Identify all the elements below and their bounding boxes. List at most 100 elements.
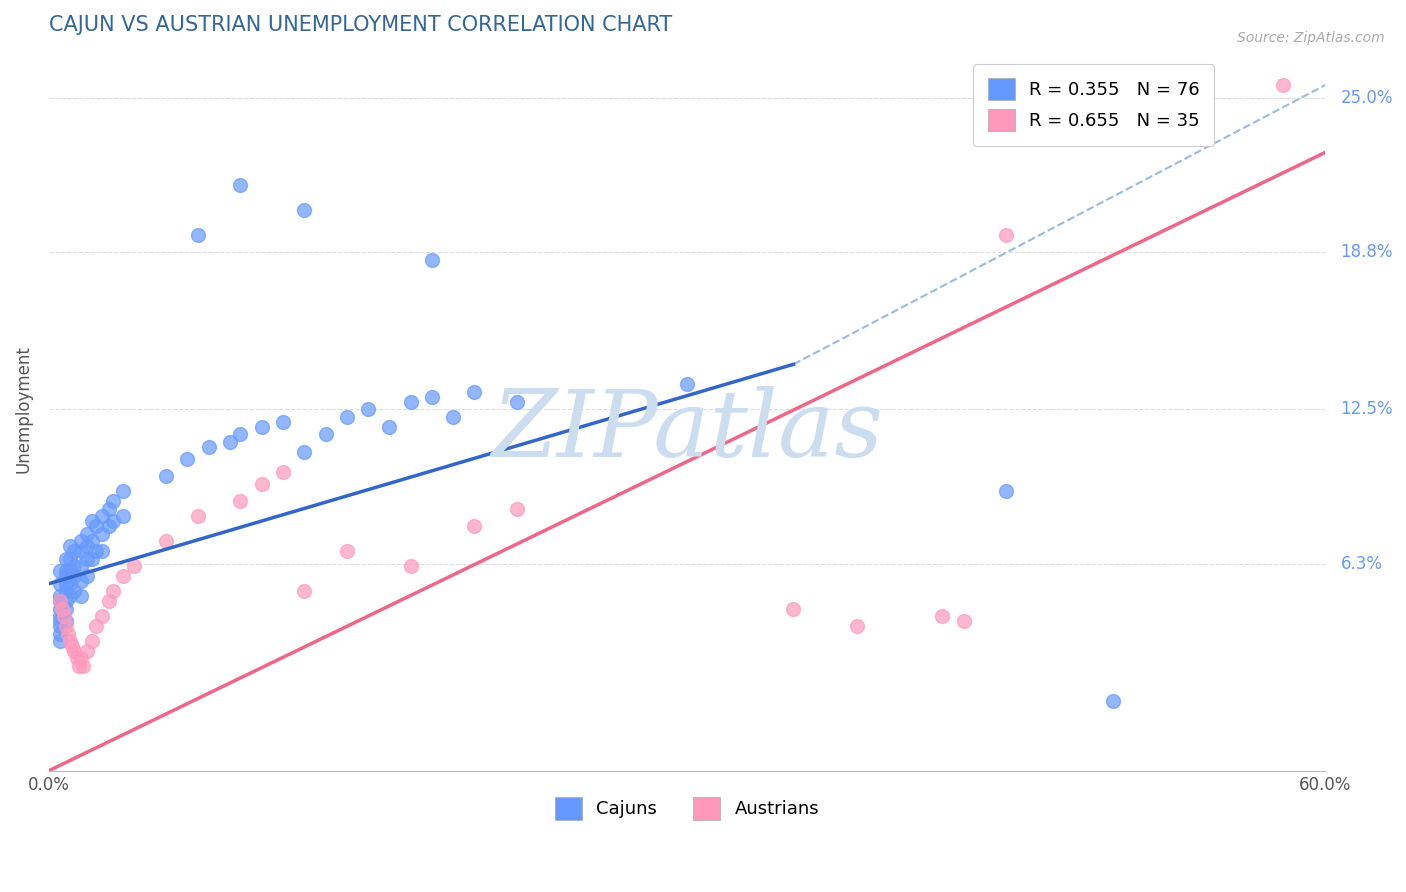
Point xyxy=(463,519,485,533)
Point xyxy=(80,551,103,566)
Point xyxy=(336,544,359,558)
Text: Source: ZipAtlas.com: Source: ZipAtlas.com xyxy=(1237,31,1385,45)
Point xyxy=(55,569,77,583)
Point xyxy=(250,419,273,434)
Point xyxy=(48,594,70,608)
Point xyxy=(60,639,83,653)
Point xyxy=(59,539,82,553)
Point xyxy=(76,644,98,658)
Point xyxy=(995,484,1018,499)
Point xyxy=(218,434,240,449)
Point xyxy=(59,589,82,603)
Point xyxy=(48,619,70,633)
Point xyxy=(84,544,107,558)
Point xyxy=(67,659,90,673)
Point xyxy=(59,564,82,578)
Point xyxy=(676,377,699,392)
Point xyxy=(80,514,103,528)
Point xyxy=(76,526,98,541)
Text: 12.5%: 12.5% xyxy=(1340,401,1393,418)
Point xyxy=(399,559,422,574)
Point xyxy=(112,484,135,499)
Point xyxy=(63,559,86,574)
Point xyxy=(84,519,107,533)
Point xyxy=(420,252,443,267)
Point xyxy=(846,619,869,633)
Point xyxy=(48,589,70,603)
Point xyxy=(48,634,70,648)
Point xyxy=(48,614,70,628)
Point xyxy=(70,544,93,558)
Point xyxy=(70,651,93,665)
Point xyxy=(952,614,974,628)
Point xyxy=(63,644,86,658)
Point xyxy=(70,534,93,549)
Point xyxy=(441,409,464,424)
Point xyxy=(101,584,124,599)
Point xyxy=(65,651,87,665)
Point xyxy=(55,614,77,628)
Point xyxy=(1271,78,1294,92)
Point xyxy=(931,609,953,624)
Point xyxy=(91,509,114,524)
Point xyxy=(292,584,315,599)
Point xyxy=(1101,694,1123,708)
Point xyxy=(112,509,135,524)
Text: 25.0%: 25.0% xyxy=(1340,88,1393,106)
Text: 6.3%: 6.3% xyxy=(1340,555,1382,573)
Point xyxy=(84,619,107,633)
Y-axis label: Unemployment: Unemployment xyxy=(15,345,32,473)
Text: 18.8%: 18.8% xyxy=(1340,244,1393,261)
Point xyxy=(101,514,124,528)
Point xyxy=(91,544,114,558)
Point xyxy=(378,419,401,434)
Point xyxy=(72,659,94,673)
Point xyxy=(197,440,219,454)
Point xyxy=(357,402,380,417)
Point xyxy=(506,394,529,409)
Point xyxy=(55,619,77,633)
Point xyxy=(420,390,443,404)
Point xyxy=(70,589,93,603)
Point xyxy=(122,559,145,574)
Point xyxy=(155,534,177,549)
Point xyxy=(229,427,252,442)
Point xyxy=(59,576,82,591)
Point xyxy=(187,227,209,242)
Point xyxy=(995,227,1018,242)
Point xyxy=(271,415,294,429)
Point xyxy=(52,609,75,624)
Point xyxy=(97,502,120,516)
Point xyxy=(76,539,98,553)
Point xyxy=(63,569,86,583)
Point xyxy=(782,601,804,615)
Point xyxy=(63,584,86,599)
Point xyxy=(48,609,70,624)
Point xyxy=(48,594,70,608)
Point xyxy=(229,494,252,508)
Point xyxy=(250,477,273,491)
Point xyxy=(55,564,77,578)
Point xyxy=(59,551,82,566)
Point xyxy=(463,384,485,399)
Point xyxy=(176,452,198,467)
Point xyxy=(55,594,77,608)
Point xyxy=(97,519,120,533)
Point xyxy=(55,584,77,599)
Text: CAJUN VS AUSTRIAN UNEMPLOYMENT CORRELATION CHART: CAJUN VS AUSTRIAN UNEMPLOYMENT CORRELATI… xyxy=(49,15,672,35)
Point xyxy=(155,469,177,483)
Point xyxy=(55,551,77,566)
Point xyxy=(97,594,120,608)
Point xyxy=(112,569,135,583)
Point xyxy=(70,559,93,574)
Point xyxy=(292,444,315,458)
Point xyxy=(91,609,114,624)
Point xyxy=(76,569,98,583)
Point xyxy=(70,574,93,589)
Point xyxy=(399,394,422,409)
Point xyxy=(48,564,70,578)
Point xyxy=(187,509,209,524)
Point xyxy=(48,626,70,640)
Point xyxy=(101,494,124,508)
Point xyxy=(91,526,114,541)
